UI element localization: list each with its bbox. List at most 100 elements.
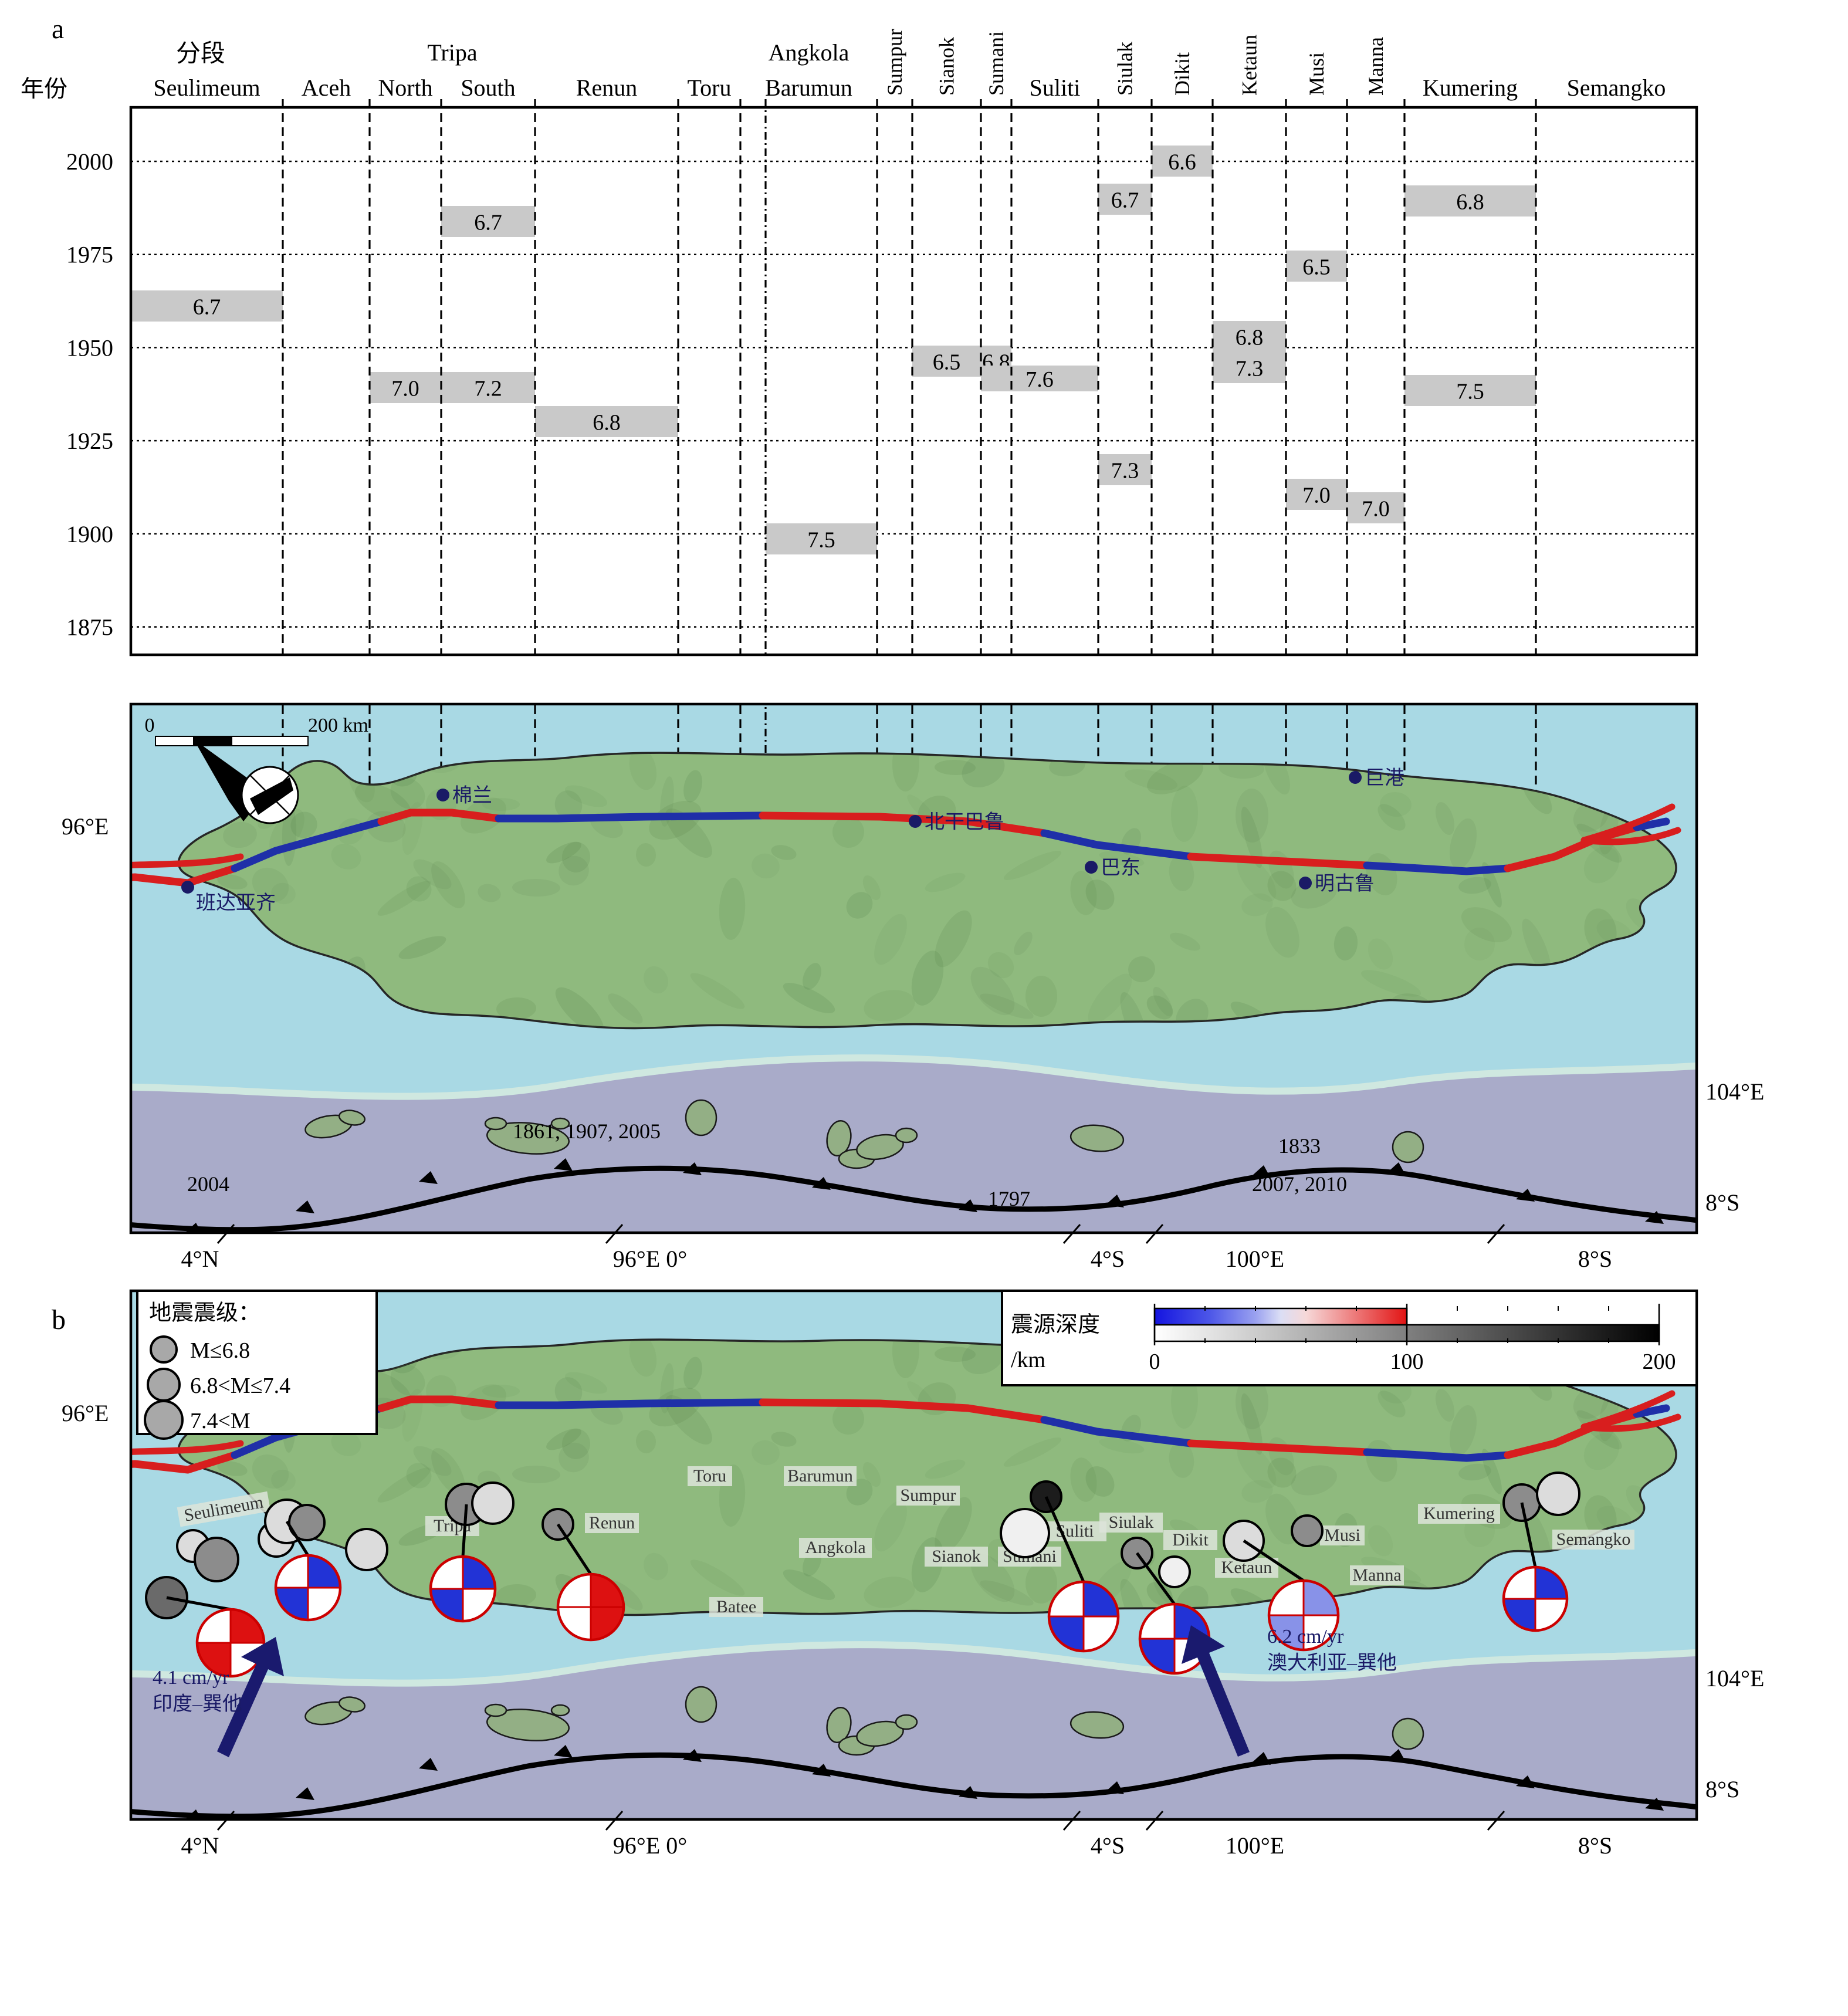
svg-text:Siulak: Siulak bbox=[1109, 1513, 1154, 1532]
svg-text:Aceh: Aceh bbox=[302, 75, 351, 101]
svg-text:2004: 2004 bbox=[187, 1172, 229, 1196]
svg-text:7.0: 7.0 bbox=[1362, 497, 1390, 522]
svg-text:Barumun: Barumun bbox=[787, 1466, 853, 1486]
svg-text:Batee: Batee bbox=[716, 1597, 756, 1616]
svg-text:6.7: 6.7 bbox=[1111, 188, 1139, 213]
svg-text:M≤6.8: M≤6.8 bbox=[190, 1338, 250, 1363]
svg-text:7.0: 7.0 bbox=[391, 377, 419, 401]
svg-text:Dikit: Dikit bbox=[1170, 52, 1194, 96]
svg-text:4°S: 4°S bbox=[1091, 1246, 1125, 1272]
svg-text:Siulak: Siulak bbox=[1113, 42, 1137, 96]
svg-text:地震震级：: 地震震级： bbox=[149, 1301, 260, 1325]
svg-text:7.5: 7.5 bbox=[1456, 380, 1484, 404]
svg-text:Musi: Musi bbox=[1305, 52, 1328, 96]
svg-text:6.7: 6.7 bbox=[474, 211, 502, 235]
svg-text:100°E: 100°E bbox=[1226, 1246, 1284, 1272]
svg-text:Seulimeum: Seulimeum bbox=[153, 75, 260, 101]
svg-text:Barumun: Barumun bbox=[765, 75, 852, 101]
svg-text:8°S: 8°S bbox=[1705, 1189, 1739, 1216]
svg-text:8°S: 8°S bbox=[1578, 1832, 1612, 1859]
svg-text:Semangko: Semangko bbox=[1556, 1530, 1631, 1549]
svg-text:100: 100 bbox=[1390, 1349, 1424, 1374]
svg-text:1950: 1950 bbox=[66, 334, 113, 361]
svg-text:Tripa: Tripa bbox=[427, 39, 477, 66]
svg-text:4°S: 4°S bbox=[1091, 1832, 1125, 1859]
svg-text:6.8: 6.8 bbox=[593, 411, 621, 435]
svg-text:1875: 1875 bbox=[66, 614, 113, 641]
svg-text:b: b bbox=[52, 1304, 66, 1335]
svg-text:Renun: Renun bbox=[589, 1513, 635, 1533]
svg-text:6.7: 6.7 bbox=[193, 295, 221, 320]
svg-text:棉兰: 棉兰 bbox=[452, 785, 492, 807]
svg-text:Manna: Manna bbox=[1364, 37, 1387, 96]
svg-text:8°S: 8°S bbox=[1578, 1246, 1612, 1272]
svg-text:6.8: 6.8 bbox=[1456, 190, 1484, 215]
svg-text:96°E: 96°E bbox=[62, 1400, 109, 1426]
svg-text:7.5: 7.5 bbox=[807, 528, 835, 553]
svg-text:North: North bbox=[378, 75, 432, 101]
svg-text:7.3: 7.3 bbox=[1111, 459, 1139, 483]
svg-text:Sumpur: Sumpur bbox=[883, 29, 906, 96]
svg-text:Toru: Toru bbox=[693, 1466, 726, 1486]
svg-text:Suliti: Suliti bbox=[1030, 75, 1081, 101]
svg-text:Sumani: Sumani bbox=[984, 31, 1008, 96]
svg-text:1975: 1975 bbox=[66, 242, 113, 268]
svg-text:Ketaun: Ketaun bbox=[1238, 35, 1261, 96]
svg-text:Renun: Renun bbox=[576, 75, 637, 101]
svg-text:Sumpur: Sumpur bbox=[900, 1486, 956, 1505]
svg-text:Sianok: Sianok bbox=[932, 1547, 980, 1566]
svg-text:96°E 0°: 96°E 0° bbox=[613, 1246, 687, 1272]
svg-text:7.0: 7.0 bbox=[1302, 483, 1331, 508]
svg-text:6.8: 6.8 bbox=[1236, 326, 1264, 350]
svg-text:Angkola: Angkola bbox=[769, 39, 849, 66]
svg-text:4.1 cm/yr: 4.1 cm/yr bbox=[153, 1667, 229, 1689]
svg-text:1797: 1797 bbox=[988, 1187, 1030, 1210]
svg-text:Semangko: Semangko bbox=[1567, 75, 1666, 101]
svg-text:Musi: Musi bbox=[1324, 1525, 1360, 1545]
svg-text:0: 0 bbox=[145, 715, 155, 736]
svg-text:a: a bbox=[52, 13, 64, 45]
svg-text:1833: 1833 bbox=[1278, 1134, 1321, 1158]
svg-text:96°E 0°: 96°E 0° bbox=[613, 1832, 687, 1859]
svg-text:震源深度: 震源深度 bbox=[1011, 1313, 1100, 1337]
svg-text:6.6: 6.6 bbox=[1168, 150, 1196, 175]
svg-text:印度–巽他: 印度–巽他 bbox=[153, 1693, 242, 1715]
svg-text:/km: /km bbox=[1011, 1348, 1045, 1372]
svg-text:104°E: 104°E bbox=[1705, 1078, 1764, 1105]
svg-text:明古鲁: 明古鲁 bbox=[1315, 873, 1375, 895]
svg-text:年份: 年份 bbox=[21, 76, 67, 102]
svg-text:巨港: 巨港 bbox=[1365, 767, 1404, 789]
svg-text:8°S: 8°S bbox=[1705, 1776, 1739, 1802]
svg-text:6.5: 6.5 bbox=[933, 350, 961, 375]
svg-text:7.2: 7.2 bbox=[474, 377, 502, 401]
svg-text:1925: 1925 bbox=[66, 428, 113, 454]
svg-text:Kumering: Kumering bbox=[1423, 1504, 1495, 1523]
svg-text:6.2 cm/yr: 6.2 cm/yr bbox=[1267, 1626, 1344, 1648]
svg-text:巴东: 巴东 bbox=[1101, 857, 1140, 879]
svg-text:2000: 2000 bbox=[66, 148, 113, 175]
svg-text:澳大利亚–巽他: 澳大利亚–巽他 bbox=[1267, 1652, 1397, 1674]
svg-text:96°E: 96°E bbox=[62, 813, 109, 840]
svg-text:班达亚齐: 班达亚齐 bbox=[196, 892, 276, 914]
svg-text:6.5: 6.5 bbox=[1302, 255, 1331, 280]
svg-text:4°N: 4°N bbox=[181, 1832, 219, 1859]
svg-text:1900: 1900 bbox=[66, 521, 113, 547]
svg-text:6.8<M≤7.4: 6.8<M≤7.4 bbox=[190, 1374, 290, 1398]
svg-text:分段: 分段 bbox=[176, 40, 225, 67]
svg-text:7.6: 7.6 bbox=[1025, 367, 1054, 392]
svg-text:4°N: 4°N bbox=[181, 1246, 219, 1272]
svg-text:2007, 2010: 2007, 2010 bbox=[1252, 1172, 1347, 1196]
svg-text:100°E: 100°E bbox=[1226, 1832, 1284, 1859]
svg-text:7.4<M: 7.4<M bbox=[190, 1409, 251, 1433]
svg-text:Dikit: Dikit bbox=[1172, 1530, 1209, 1550]
svg-text:South: South bbox=[461, 75, 515, 101]
svg-text:Toru: Toru bbox=[688, 75, 732, 101]
svg-text:Kumering: Kumering bbox=[1423, 75, 1518, 101]
svg-text:Angkola: Angkola bbox=[805, 1538, 865, 1557]
svg-text:7.3: 7.3 bbox=[1236, 357, 1264, 381]
svg-text:104°E: 104°E bbox=[1705, 1665, 1764, 1692]
svg-text:200 km: 200 km bbox=[308, 715, 368, 736]
svg-text:Sianok: Sianok bbox=[935, 37, 959, 96]
svg-text:0: 0 bbox=[1149, 1349, 1160, 1374]
svg-text:北干巴鲁: 北干巴鲁 bbox=[925, 811, 1004, 833]
